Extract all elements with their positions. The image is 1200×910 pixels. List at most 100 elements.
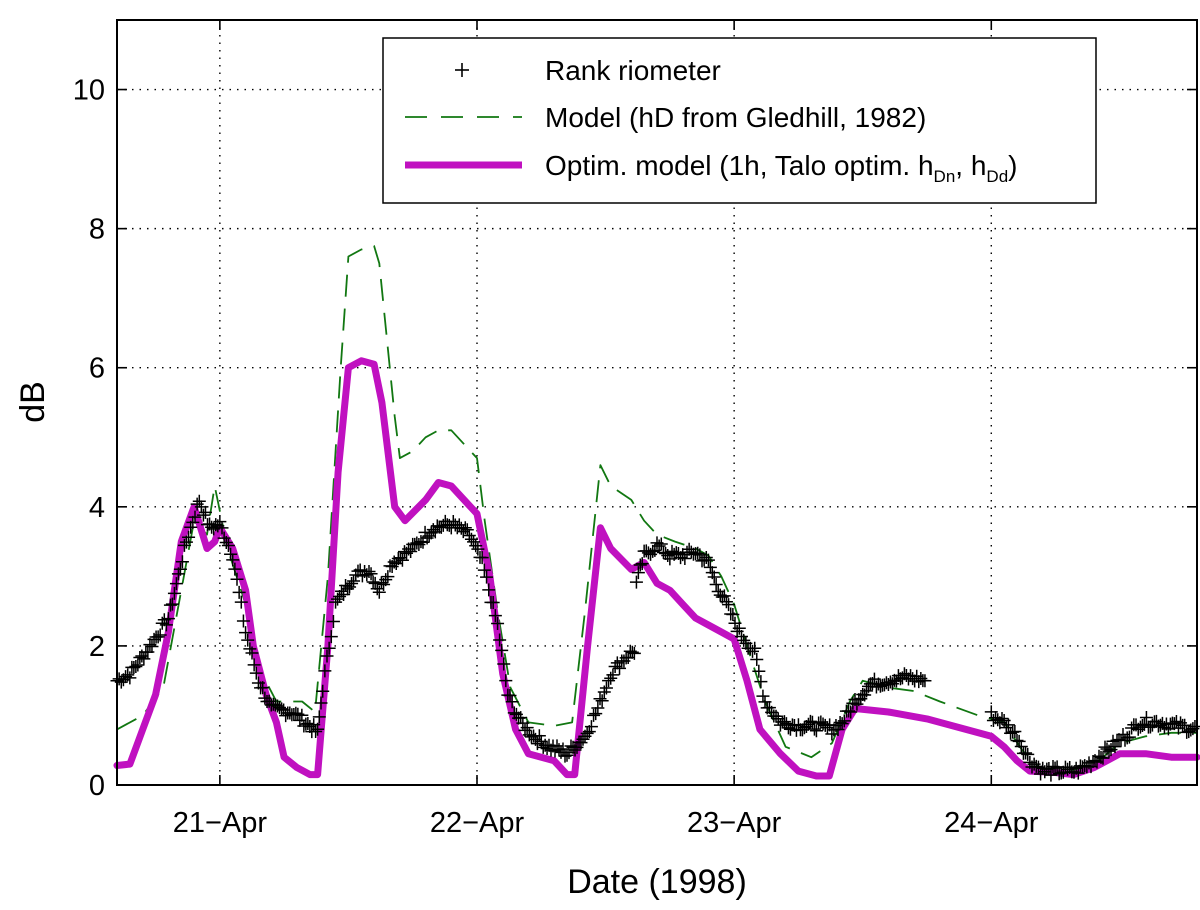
rank-marker <box>844 705 858 719</box>
rank-marker <box>497 657 511 671</box>
rank-marker <box>145 639 159 653</box>
rank-marker <box>1108 740 1122 754</box>
rank-marker <box>560 748 574 762</box>
rank-marker <box>381 570 395 584</box>
rank-marker <box>452 518 466 532</box>
rank-marker <box>995 712 1009 726</box>
rank-marker <box>835 717 849 731</box>
rank-marker <box>362 565 376 579</box>
rank-marker <box>188 510 202 524</box>
legend: Rank riometer Model (hD from Gledhill, 1… <box>382 37 1097 204</box>
rank-marker <box>809 724 823 738</box>
rank-marker <box>1019 746 1033 760</box>
rank-marker <box>123 671 137 685</box>
rank-marker <box>1008 724 1022 738</box>
rank-marker <box>1120 731 1134 745</box>
rank-marker <box>234 595 248 609</box>
rank-marker <box>167 586 181 600</box>
rank-marker <box>732 621 746 635</box>
rank-marker <box>226 553 240 567</box>
rank-marker <box>159 618 173 632</box>
rank-marker <box>568 743 582 757</box>
rank-marker <box>236 614 250 628</box>
rank-marker <box>1001 718 1015 732</box>
rank-marker <box>737 633 751 647</box>
rank-marker <box>326 614 340 628</box>
rank-marker <box>1012 734 1026 748</box>
rank-marker <box>129 659 143 673</box>
rank-marker <box>219 536 233 550</box>
rank-marker <box>1021 747 1035 761</box>
plot-frame <box>116 19 1198 786</box>
rank-marker <box>703 560 717 574</box>
rank-marker <box>593 692 607 706</box>
rank-marker <box>458 521 472 535</box>
rank-marker <box>486 596 500 610</box>
rank-marker <box>631 566 645 580</box>
rank-marker <box>245 646 259 660</box>
rank-marker <box>633 558 647 572</box>
rank-marker <box>717 589 731 603</box>
rank-marker <box>520 721 534 735</box>
y-tick-labels: 0 2 4 6 8 10 <box>73 75 105 802</box>
rank-marker <box>918 674 932 688</box>
rank-marker <box>1122 730 1136 744</box>
y-axis-title: dB <box>14 381 52 423</box>
rank-marker <box>477 563 491 577</box>
rank-marker <box>318 664 332 678</box>
rank-marker <box>324 630 338 644</box>
rank-marker <box>482 583 496 597</box>
rank-marker <box>599 681 613 695</box>
rank-marker <box>198 505 212 519</box>
rank-marker <box>475 551 489 565</box>
rank-marker <box>691 546 705 560</box>
rank-marker <box>161 612 175 626</box>
rank-marker <box>241 633 255 647</box>
rank-marker <box>230 572 244 586</box>
rank-marker <box>196 508 210 522</box>
rank-marker <box>320 649 334 663</box>
rank-marker <box>314 696 328 710</box>
x-tick-label: 22−Apr <box>430 807 525 839</box>
rank-marker <box>754 675 768 689</box>
rank-marker <box>311 722 325 736</box>
rank-marker <box>707 570 721 584</box>
rank-marker <box>345 577 359 591</box>
rank-marker <box>495 643 509 657</box>
rank-marker <box>289 706 303 720</box>
x-tick-label: 24−Apr <box>944 807 1039 839</box>
rank-marker <box>514 711 528 725</box>
rank-marker <box>312 710 326 724</box>
rank-marker <box>627 646 641 660</box>
rank-marker <box>491 617 505 631</box>
rank-marker <box>701 553 715 567</box>
rank-marker <box>654 537 668 551</box>
rank-marker <box>613 661 627 675</box>
rank-marker <box>1188 719 1200 733</box>
rank-marker <box>503 689 517 703</box>
rank-marker <box>589 707 603 721</box>
rank-marker <box>595 694 609 708</box>
rank-marker <box>493 633 507 647</box>
rank-marker <box>652 539 666 553</box>
rank-marker <box>709 577 723 591</box>
rank-marker <box>173 562 187 576</box>
legend-label-optim: Optim. model (1h, Talo optim. hDn, hDd) <box>545 150 1017 186</box>
rank-marker <box>247 658 261 672</box>
rank-marker <box>471 542 485 556</box>
y-tick-label: 0 <box>89 770 105 802</box>
rank-marker <box>646 544 660 558</box>
rank-marker <box>177 538 191 552</box>
rank-marker <box>372 585 386 599</box>
rank-marker <box>488 609 502 623</box>
series-optim-model <box>113 357 1200 780</box>
rank-marker <box>165 597 179 611</box>
rank-marker <box>249 666 263 680</box>
rank-marker <box>629 575 643 589</box>
rank-marker <box>192 494 206 508</box>
rank-marker <box>395 553 409 567</box>
rank-marker <box>213 515 227 529</box>
x-tick-label: 21−Apr <box>173 807 268 839</box>
y-tick-label: 4 <box>89 492 105 524</box>
